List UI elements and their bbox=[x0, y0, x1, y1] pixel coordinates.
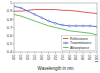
x-tick-label: 1000 bbox=[95, 54, 99, 62]
legend-swatch bbox=[63, 38, 69, 39]
x-tick-label: 750 bbox=[61, 54, 65, 60]
y-tick-label: 1 bbox=[10, 1, 12, 5]
x-tick bbox=[41, 52, 42, 54]
y-tick-label: 0.4 bbox=[7, 50, 12, 54]
legend-label: Transmittance bbox=[70, 41, 91, 45]
legend-swatch bbox=[63, 43, 69, 44]
legend-marker bbox=[65, 42, 67, 44]
y-tick bbox=[13, 43, 15, 44]
marker bbox=[96, 26, 97, 28]
x-tick bbox=[34, 52, 35, 54]
legend-label: Reflectance bbox=[70, 37, 88, 41]
marker bbox=[89, 25, 91, 27]
y-tick bbox=[13, 3, 15, 4]
x-tick bbox=[69, 52, 70, 54]
marker bbox=[34, 14, 36, 16]
marker bbox=[20, 7, 22, 9]
x-tick-label: 400 bbox=[12, 54, 16, 60]
x-tick-label: 700 bbox=[54, 54, 58, 60]
y-tick bbox=[13, 35, 15, 36]
series-line bbox=[14, 6, 97, 26]
x-tick-label: 500 bbox=[26, 54, 30, 60]
plot-frame bbox=[14, 3, 97, 52]
x-tick-label: 550 bbox=[33, 54, 37, 60]
x-tick bbox=[55, 52, 56, 54]
legend: ReflectanceTransmittanceAbsorptance bbox=[62, 36, 96, 51]
series-line bbox=[14, 14, 97, 34]
x-tick-label: 800 bbox=[68, 54, 72, 60]
y-tick-label: 0.7 bbox=[7, 26, 12, 30]
x-tick-label: 850 bbox=[74, 54, 78, 60]
x-tick bbox=[14, 52, 15, 54]
x-tick-label: 450 bbox=[19, 54, 23, 60]
y-tick bbox=[13, 27, 15, 28]
x-tick bbox=[97, 52, 98, 54]
series-group bbox=[14, 5, 97, 34]
x-tick bbox=[90, 52, 91, 54]
chart: 0.4 0.5 0.6 0.7 0.8 0.9 1 400450500550600650700… bbox=[0, 0, 100, 73]
marker bbox=[27, 10, 29, 12]
y-tick bbox=[13, 19, 15, 20]
marker bbox=[41, 17, 43, 19]
x-tick-label: 650 bbox=[47, 54, 51, 60]
marker bbox=[14, 5, 15, 7]
marker bbox=[48, 20, 50, 22]
y-tick-label: 0.9 bbox=[7, 9, 12, 13]
x-tick bbox=[76, 52, 77, 54]
marker bbox=[55, 23, 57, 25]
x-tick bbox=[83, 52, 84, 54]
legend-box bbox=[62, 36, 96, 51]
marker bbox=[75, 25, 77, 27]
y-tick bbox=[13, 11, 15, 12]
x-axis-title: Wavelength in nm bbox=[38, 66, 74, 71]
marker bbox=[82, 25, 84, 27]
y-tick-label: 0.5 bbox=[7, 42, 12, 46]
x-tick-label: 950 bbox=[88, 54, 92, 60]
y-tick-label: 0.6 bbox=[7, 34, 12, 38]
x-tick bbox=[62, 52, 63, 54]
x-tick-label: 900 bbox=[81, 54, 85, 60]
marker bbox=[68, 25, 70, 27]
x-tick bbox=[27, 52, 28, 54]
x-tick bbox=[48, 52, 49, 54]
legend-swatch bbox=[63, 47, 69, 48]
marker bbox=[62, 24, 64, 26]
y-tick bbox=[13, 52, 15, 53]
x-tick bbox=[20, 52, 21, 54]
x-tick-label: 600 bbox=[40, 54, 44, 60]
legend-label: Absorptance bbox=[70, 46, 89, 50]
y-tick-label: 0.8 bbox=[7, 18, 12, 22]
